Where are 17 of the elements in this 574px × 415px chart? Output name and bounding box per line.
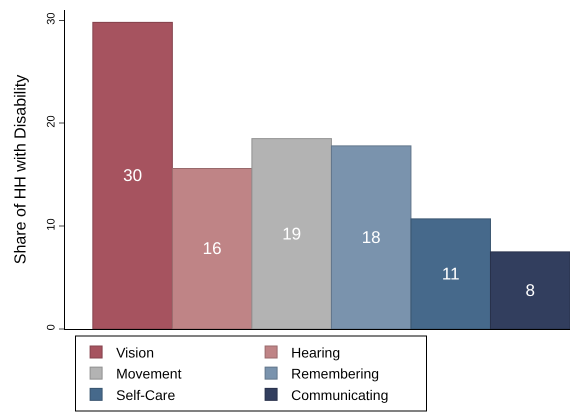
data-label: 11 [442, 264, 460, 284]
data-label: 18 [362, 228, 381, 247]
legend-label: Remembering [291, 366, 380, 382]
legend-label: Movement [116, 366, 182, 382]
y-tick-label: 20 [46, 115, 58, 128]
y-tick-label: 30 [46, 12, 58, 25]
y-axis-title: Share of HH with Disability [12, 74, 30, 264]
legend-label: Vision [116, 344, 154, 360]
data-label: 19 [282, 224, 302, 244]
legend-label: Communicating [291, 386, 388, 403]
y-tick-label: 0 [46, 324, 58, 330]
data-label: 30 [123, 166, 142, 186]
data-label: 8 [526, 280, 535, 300]
legend-label: Self-Care [116, 386, 176, 403]
y-tick-label: 10 [46, 218, 58, 231]
data-label: 16 [202, 239, 222, 258]
legend-label: Hearing [291, 344, 340, 360]
